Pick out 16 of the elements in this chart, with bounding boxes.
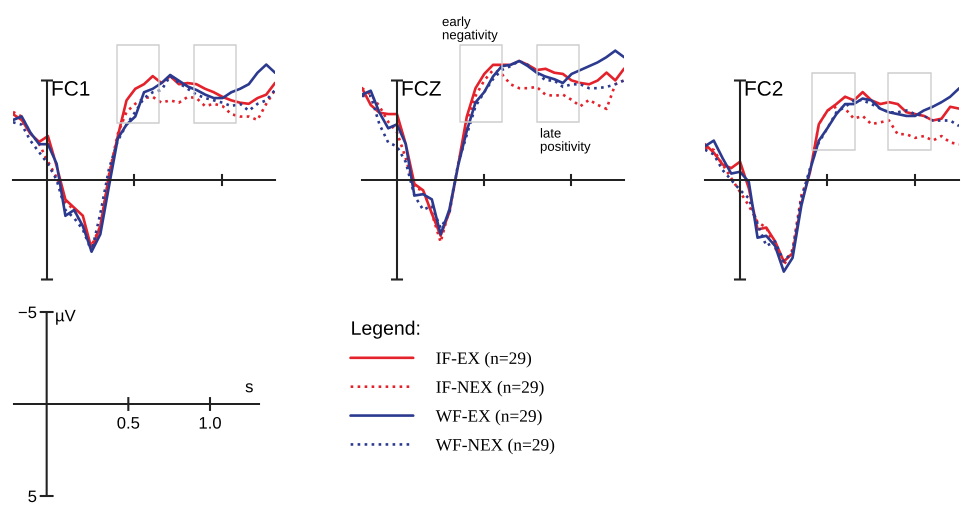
y-tick-label: 5 — [28, 490, 36, 502]
legend-label: WF-EX (n=29) — [436, 410, 542, 426]
annotation: late positivity — [540, 128, 591, 154]
y-tick-label: −5 — [18, 306, 36, 318]
x-tick-label: 0.5 — [117, 416, 140, 429]
text: FCZ — [402, 81, 441, 96]
legend-label: IF-EX (n=29) — [436, 352, 532, 368]
legend-title: Legend: — [352, 320, 420, 339]
text: FC1 — [52, 81, 90, 96]
x-tick-label: 1.0 — [200, 416, 221, 429]
x-axis-title: s — [246, 383, 253, 392]
y-axis-title: µV — [56, 310, 76, 325]
legend-label: IF-NEX (n=29) — [436, 380, 544, 396]
chart-title: FC2 — [746, 81, 782, 96]
legend-label: WF-NEX (n=29) — [436, 438, 554, 454]
text: early negativity — [442, 16, 498, 42]
